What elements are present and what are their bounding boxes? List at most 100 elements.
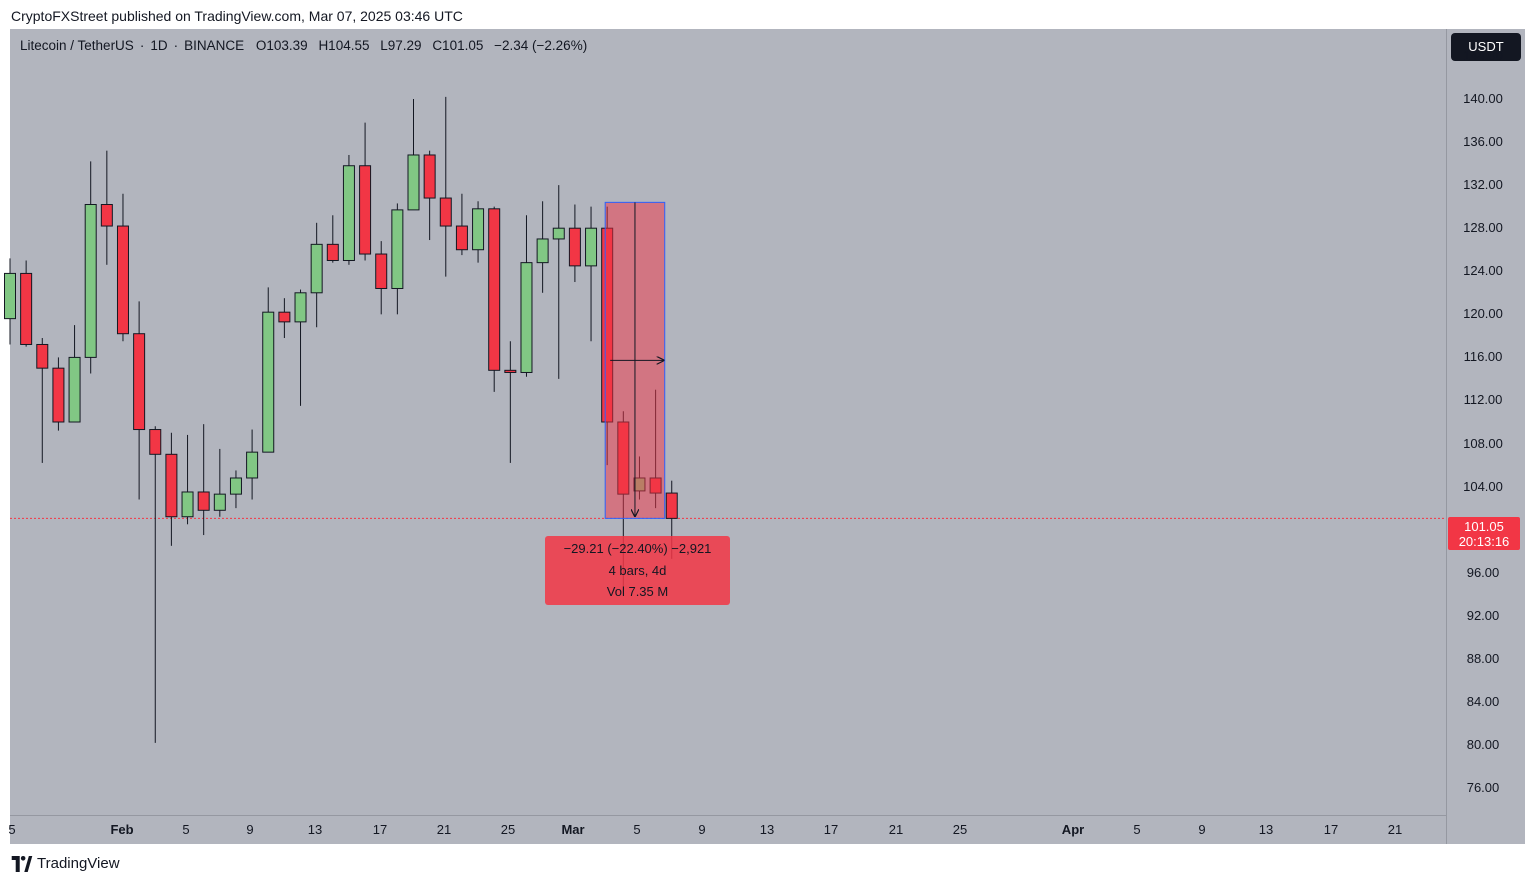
legend-low: L97.29 — [380, 38, 422, 53]
candle-down — [568, 227, 581, 267]
candle-up — [68, 356, 81, 423]
time-tick-label: 17 — [823, 822, 839, 837]
legend-exchange: BINANCE — [184, 38, 245, 53]
candle-up — [310, 243, 323, 294]
measure-info-box: −29.21 (−22.40%) −2,921 4 bars, 4d Vol 7… — [545, 536, 730, 605]
price-tick-label: 88.00 — [1466, 650, 1500, 666]
symbol-legend: Litecoin / TetherUS · 1D · BINANCE O103.39 H… — [20, 38, 594, 53]
price-axis-border — [1446, 29, 1447, 844]
candle-down — [20, 272, 33, 345]
price-tick-label: 140.00 — [1463, 90, 1503, 106]
price-tick-label: 84.00 — [1466, 693, 1500, 709]
candle-up — [342, 165, 355, 261]
measure-bars: 4 bars, 4d — [608, 562, 667, 578]
price-tick-label: 132.00 — [1463, 177, 1503, 193]
price-tick-label: 96.00 — [1466, 564, 1500, 580]
candle-down — [52, 367, 65, 423]
time-tick-label: 21 — [1387, 822, 1403, 837]
measure-volume: Vol 7.35 M — [606, 584, 669, 599]
candle-up — [472, 208, 485, 251]
candle-down — [359, 165, 372, 255]
bar-countdown: 20:13:16 — [1458, 534, 1510, 549]
time-tick-label: 5 — [8, 822, 16, 837]
candle-down — [455, 225, 468, 251]
price-tick-label: 104.00 — [1463, 478, 1503, 494]
candle-up — [294, 292, 307, 323]
candle-down — [100, 204, 113, 227]
time-tick-label: 17 — [1323, 822, 1339, 837]
candle-down — [375, 253, 388, 289]
time-tick-label: 9 — [1198, 822, 1206, 837]
time-tick-label: 25 — [952, 822, 968, 837]
legend-interval[interactable]: 1D — [150, 38, 168, 53]
candle-up — [536, 238, 549, 264]
time-tick-label: 21 — [888, 822, 904, 837]
price-tick-label: 124.00 — [1463, 263, 1503, 279]
candle-down — [278, 311, 291, 323]
candle-up — [585, 227, 598, 267]
candle-down — [423, 154, 436, 199]
candle-down — [36, 343, 49, 369]
candle-up — [213, 493, 226, 511]
price-tick-label: 76.00 — [1466, 780, 1500, 796]
legend-open: O103.39 — [255, 38, 308, 53]
last-price-value: 101.05 — [1464, 519, 1504, 534]
candle-down — [488, 208, 501, 371]
time-tick-label: Apr — [1061, 822, 1085, 837]
candle-up — [84, 204, 97, 358]
legend-close: C101.05 — [432, 38, 484, 53]
candle-up — [181, 491, 194, 518]
candle-up — [229, 477, 242, 495]
time-tick-label: Mar — [561, 822, 585, 837]
time-tick-label: 9 — [698, 822, 706, 837]
last-price-badge: 101.05 20:13:16 — [1448, 517, 1520, 550]
time-tick-label: Feb — [110, 822, 134, 837]
candle-up — [407, 154, 420, 211]
legend-dot: · — [173, 38, 179, 53]
time-tick-label: 13 — [1258, 822, 1274, 837]
time-tick-label: 13 — [307, 822, 323, 837]
candle-down — [197, 491, 210, 511]
time-tick-label: 13 — [759, 822, 775, 837]
candle-up — [262, 311, 275, 453]
candle-down — [439, 197, 452, 227]
publisher-line: CryptoFXStreet published on TradingView.… — [11, 8, 463, 24]
candle-up — [520, 262, 533, 373]
price-tick-label: 120.00 — [1463, 306, 1503, 322]
time-tick-label: 9 — [246, 822, 254, 837]
time-tick-label: 21 — [436, 822, 452, 837]
price-tick-label: 144.00 — [1463, 47, 1503, 63]
tradingview-logo-icon — [11, 855, 33, 872]
candle-up — [391, 209, 404, 289]
price-tick-label: 108.00 — [1463, 435, 1503, 451]
price-tick-label: 136.00 — [1463, 134, 1503, 150]
tradingview-footer[interactable]: TradingView — [11, 855, 120, 872]
time-tick-label: 5 — [1133, 822, 1141, 837]
price-tick-label: 128.00 — [1463, 220, 1503, 236]
time-axis-border — [10, 815, 1447, 816]
price-tick-label: 116.00 — [1463, 349, 1503, 365]
time-tick-label: 5 — [182, 822, 190, 837]
measure-change: −29.21 (−22.40%) −2,921 — [563, 541, 712, 556]
tradingview-brand: TradingView — [37, 855, 120, 872]
candle-down — [165, 453, 178, 518]
candle-down — [116, 225, 129, 335]
time-tick-label: 5 — [633, 822, 641, 837]
candle-up — [4, 272, 16, 320]
currency-selector[interactable]: USDT — [1451, 33, 1521, 61]
candle-down — [326, 243, 339, 261]
time-tick-label: 17 — [372, 822, 388, 837]
legend-symbol[interactable]: Litecoin / TetherUS — [20, 38, 134, 53]
candle-down — [665, 492, 678, 519]
legend-high: H104.55 — [318, 38, 370, 53]
candle-down — [133, 333, 146, 431]
time-tick-label: 25 — [500, 822, 516, 837]
price-tick-label: 80.00 — [1466, 737, 1500, 752]
candle-up — [552, 227, 565, 240]
candle-up — [246, 451, 259, 479]
price-tick-label: 92.00 — [1466, 607, 1500, 623]
candle-down — [504, 369, 517, 373]
candle-down — [149, 429, 162, 455]
legend-change: −2.34 (−2.26%) — [494, 38, 588, 53]
